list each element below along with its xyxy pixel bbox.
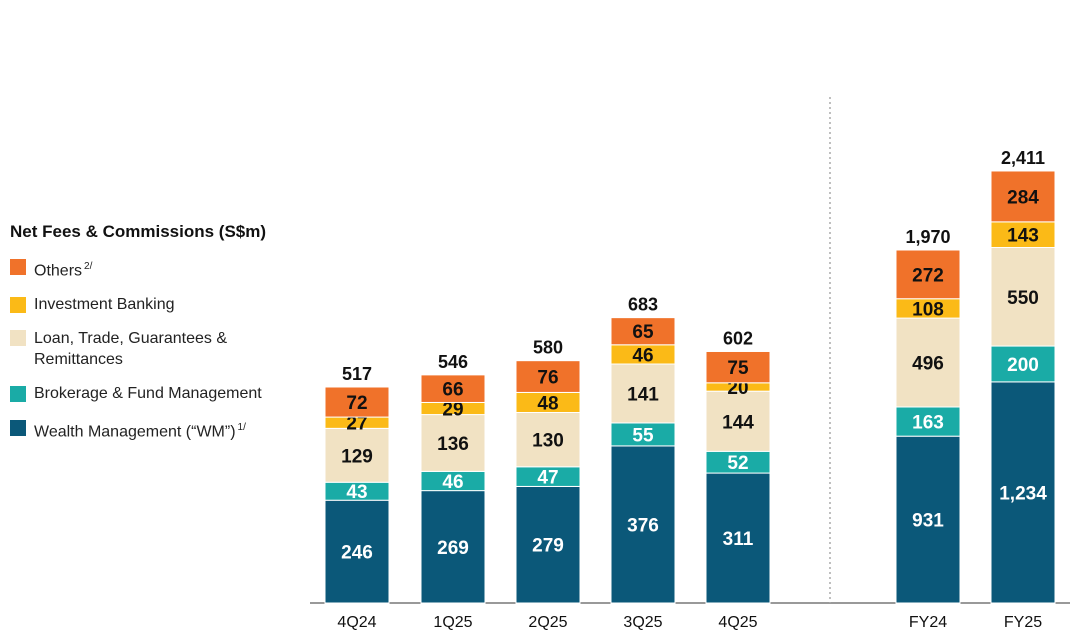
data-label-investment-banking-3q25: 46 (632, 345, 653, 366)
category-label-4q24: 4Q24 (337, 614, 376, 631)
bar-loan-trade-guarantees-remittances-4q25 (705, 390, 771, 452)
category-label-1q25: 1Q25 (433, 614, 472, 631)
data-label-investment-banking-4q24: 27 (346, 414, 367, 435)
data-label-loan-trade-guarantees-remittances-4q25: 144 (722, 412, 754, 433)
bar-others-1q25 (420, 374, 486, 403)
data-label-brokerage-fund-management-4q24: 43 (346, 482, 367, 503)
legend: Net Fees & Commissions (S$m) Others 2/Inv… (10, 222, 310, 443)
data-label-wealth-management-wm-4q25: 311 (723, 529, 754, 550)
data-label-wealth-management-wm-1q25: 269 (437, 538, 469, 559)
data-label-others-4q24: 72 (346, 393, 367, 414)
data-label-others-4q25: 75 (727, 358, 749, 379)
bar-others-4q25 (705, 350, 771, 384)
data-label-loan-trade-guarantees-remittances-4q24: 129 (341, 446, 373, 467)
bar-brokerage-fund-management-fy24 (895, 406, 961, 437)
bar-loan-trade-guarantees-remittances-fy25 (990, 246, 1056, 347)
bar-others-3q25 (610, 317, 676, 346)
total-label-3q25: 683 (628, 295, 658, 315)
data-label-wealth-management-wm-fy24: 931 (912, 511, 944, 532)
category-label-fy25: FY25 (1004, 614, 1042, 631)
legend-item-others: Others 2/ (10, 256, 310, 281)
legend-footnote-wealth-management-wm: 1/ (237, 422, 246, 434)
legend-label-others: Others (34, 262, 83, 280)
data-label-investment-banking-fy25: 143 (1007, 226, 1039, 247)
bar-others-4q24 (324, 386, 390, 418)
data-label-others-3q25: 65 (632, 322, 654, 343)
data-label-brokerage-fund-management-1q25: 46 (442, 472, 463, 493)
legend-label-investment-banking: Investment Banking (34, 296, 175, 314)
data-label-loan-trade-guarantees-remittances-1q25: 136 (437, 434, 469, 455)
data-label-wealth-management-wm-2q25: 279 (532, 536, 564, 557)
data-label-investment-banking-2q25: 48 (537, 393, 558, 414)
total-label-1q25: 546 (438, 352, 468, 372)
category-label-2q25: 2Q25 (528, 614, 567, 631)
data-label-loan-trade-guarantees-remittances-3q25: 141 (627, 384, 659, 405)
legend-label-wealth-management-wm: Wealth Management (“WM”) (34, 423, 236, 441)
legend-label-loan-trade-guarantees-remittances: Loan, Trade, Guarantees & Remittances (34, 330, 228, 369)
bar-loan-trade-guarantees-remittances-fy24 (895, 317, 961, 408)
legend-footnote-others: 2/ (84, 261, 93, 272)
total-label-4q25: 602 (723, 328, 753, 348)
data-label-others-fy24: 272 (912, 265, 944, 286)
legend-swatch-brokerage-fund-management (10, 386, 26, 403)
bar-others-2q25 (515, 360, 581, 393)
legend-item-investment-banking: Investment Banking (10, 294, 310, 315)
legend-label-brokerage-fund-management: Brokerage & Fund Management (34, 385, 262, 403)
bar-others-fy25 (990, 170, 1056, 223)
bar-loan-trade-guarantees-remittances-1q25 (420, 414, 486, 472)
total-label-fy24: 1,970 (905, 227, 950, 247)
data-label-brokerage-fund-management-fy25: 200 (1007, 355, 1039, 376)
total-label-2q25: 580 (533, 338, 563, 358)
category-label-fy24: FY24 (909, 614, 947, 631)
bar-others-fy24 (895, 249, 961, 300)
bar-wealth-management-wm-2q25 (515, 485, 581, 604)
total-label-4q24: 517 (342, 364, 372, 384)
data-label-wealth-management-wm-4q24: 246 (341, 543, 373, 564)
data-label-others-2q25: 76 (537, 368, 558, 389)
data-label-investment-banking-1q25: 29 (442, 400, 463, 421)
bar-wealth-management-wm-1q25 (420, 490, 486, 604)
legend-swatch-loan-trade-guarantees-remittances (10, 330, 26, 347)
category-label-3q25: 3Q25 (623, 614, 662, 631)
data-label-loan-trade-guarantees-remittances-fy24: 496 (912, 354, 944, 375)
data-label-others-1q25: 66 (442, 380, 463, 401)
data-label-brokerage-fund-management-2q25: 47 (537, 468, 558, 489)
bar-loan-trade-guarantees-remittances-3q25 (610, 363, 676, 424)
bar-wealth-management-wm-3q25 (610, 445, 676, 604)
legend-swatch-investment-banking (10, 297, 26, 314)
data-label-loan-trade-guarantees-remittances-fy25: 550 (1007, 288, 1039, 309)
legend-swatch-wealth-management-wm (10, 420, 26, 437)
data-label-wealth-management-wm-fy25: 1,234 (999, 483, 1047, 504)
data-label-wealth-management-wm-3q25: 376 (627, 515, 659, 536)
data-label-brokerage-fund-management-4q25: 52 (727, 453, 748, 474)
bar-wealth-management-wm-4q25 (705, 472, 771, 604)
legend-item-wealth-management-wm: Wealth Management (“WM”) 1/ (10, 417, 310, 442)
legend-item-brokerage-fund-management: Brokerage & Fund Management (10, 383, 310, 404)
bar-loan-trade-guarantees-remittances-4q24 (324, 427, 390, 483)
total-label-fy25: 2,411 (1001, 148, 1045, 168)
data-label-others-fy25: 284 (1007, 187, 1039, 208)
data-label-brokerage-fund-management-fy24: 163 (912, 413, 944, 434)
data-label-loan-trade-guarantees-remittances-2q25: 130 (532, 431, 564, 452)
legend-swatch-others (10, 259, 26, 275)
bar-loan-trade-guarantees-remittances-2q25 (515, 411, 581, 468)
data-label-investment-banking-fy24: 108 (912, 299, 944, 320)
legend-item-loan-trade-guarantees-remittances: Loan, Trade, Guarantees & Remittances (10, 328, 310, 370)
bar-wealth-management-wm-4q24 (324, 499, 390, 604)
chart-title: Net Fees & Commissions (S$m) (10, 222, 267, 241)
legend-items: Others 2/Investment Banking Loan, Trade, G… (10, 256, 310, 443)
data-label-brokerage-fund-management-3q25: 55 (632, 425, 654, 446)
category-label-4q25: 4Q25 (718, 614, 757, 631)
